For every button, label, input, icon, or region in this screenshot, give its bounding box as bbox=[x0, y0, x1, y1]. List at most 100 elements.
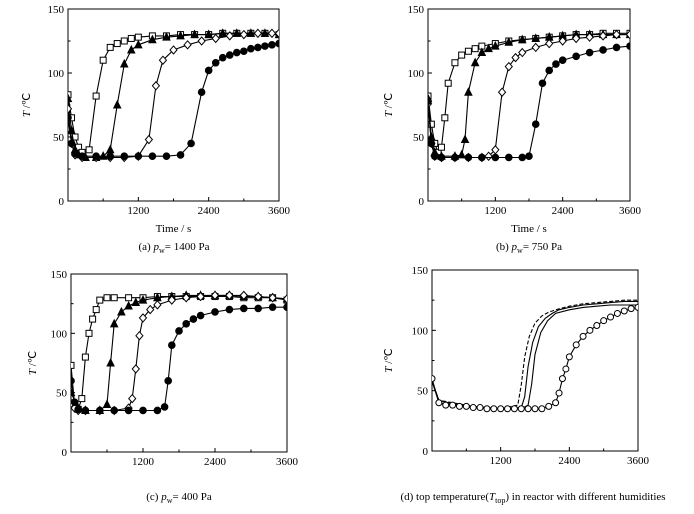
data-point bbox=[225, 290, 234, 301]
y-tick-label: 50 bbox=[53, 132, 65, 144]
data-point bbox=[106, 43, 114, 51]
data-point bbox=[151, 81, 161, 91]
chart-panel-d: 0 50 100 150 1200 2400 3600 T /℃ (d) top tempera… bbox=[383, 265, 666, 505]
data-point bbox=[124, 300, 133, 310]
data-point bbox=[135, 330, 144, 341]
data-point bbox=[71, 398, 79, 406]
data-point bbox=[477, 47, 487, 57]
data-point bbox=[218, 53, 227, 62]
data-point bbox=[233, 48, 241, 57]
data-point bbox=[626, 42, 630, 50]
x-tick-label: 2400 bbox=[552, 205, 575, 217]
data-point bbox=[138, 294, 148, 304]
data-point bbox=[484, 43, 493, 53]
data-point bbox=[146, 304, 155, 315]
data-point bbox=[168, 341, 176, 350]
x-tick-label: 1200 bbox=[484, 205, 507, 217]
x-axis-label: Time / s bbox=[511, 223, 547, 235]
plot-frame bbox=[70, 273, 288, 453]
data-point bbox=[428, 139, 436, 148]
data-point bbox=[538, 79, 547, 88]
data-point bbox=[239, 290, 248, 301]
data-point bbox=[106, 152, 114, 160]
data-point bbox=[491, 41, 500, 50]
data-point bbox=[558, 56, 567, 65]
data-point bbox=[204, 29, 213, 39]
x-tick-label: 1200 bbox=[132, 456, 155, 468]
data-point bbox=[612, 29, 621, 40]
data-point bbox=[160, 403, 169, 411]
data-point bbox=[68, 91, 72, 99]
data-point bbox=[490, 405, 498, 413]
data-point bbox=[428, 92, 432, 100]
data-point bbox=[225, 51, 234, 59]
y-axis-label: T /℃ bbox=[383, 348, 395, 372]
data-point bbox=[225, 31, 234, 41]
data-point bbox=[85, 146, 93, 154]
data-point bbox=[538, 405, 546, 413]
data-point bbox=[457, 149, 466, 159]
data-point bbox=[148, 152, 157, 160]
data-point bbox=[469, 404, 477, 412]
data-point bbox=[464, 47, 472, 55]
data-point bbox=[483, 405, 491, 413]
series-line bbox=[71, 294, 287, 412]
data-point bbox=[144, 134, 154, 145]
data-point bbox=[71, 149, 79, 158]
data-point bbox=[586, 326, 594, 334]
data-point bbox=[71, 377, 75, 385]
panel-caption: (c) pw= 400 Pa bbox=[146, 491, 212, 505]
data-point bbox=[600, 317, 608, 325]
y-tick-label: 150 bbox=[412, 265, 429, 277]
data-point bbox=[71, 361, 75, 369]
data-point bbox=[478, 153, 486, 162]
y-tick-label: 150 bbox=[408, 4, 425, 16]
data-point bbox=[134, 152, 143, 160]
data-point bbox=[92, 306, 100, 314]
data-point bbox=[504, 61, 513, 72]
data-point bbox=[117, 306, 126, 316]
data-point bbox=[449, 401, 457, 409]
data-point bbox=[462, 402, 470, 410]
data-point bbox=[125, 294, 133, 302]
data-point bbox=[441, 114, 449, 122]
series-line bbox=[428, 34, 630, 157]
data-point bbox=[511, 52, 520, 63]
data-point bbox=[196, 291, 205, 302]
data-point bbox=[562, 365, 570, 373]
data-point bbox=[458, 51, 466, 59]
data-point bbox=[240, 304, 248, 313]
data-point bbox=[545, 66, 554, 75]
data-point bbox=[153, 300, 162, 310]
data-point bbox=[531, 120, 540, 128]
x-axis-label: Time / s bbox=[156, 223, 192, 235]
data-point bbox=[558, 36, 567, 46]
data-point bbox=[247, 44, 255, 53]
series-line bbox=[71, 295, 287, 411]
data-point bbox=[571, 33, 581, 44]
data-point bbox=[211, 308, 219, 316]
data-point bbox=[81, 353, 89, 361]
data-point bbox=[148, 34, 157, 44]
data-point bbox=[225, 305, 234, 314]
plot-frame bbox=[431, 269, 639, 452]
data-point bbox=[545, 402, 553, 410]
data-point bbox=[68, 139, 76, 148]
data-point bbox=[218, 28, 228, 37]
data-point bbox=[558, 375, 566, 383]
data-point bbox=[565, 353, 573, 361]
data-point bbox=[164, 377, 172, 385]
data-point bbox=[74, 405, 82, 414]
data-point bbox=[254, 43, 262, 52]
data-point bbox=[451, 153, 459, 162]
data-point bbox=[139, 406, 147, 415]
data-point bbox=[598, 31, 608, 41]
data-point bbox=[444, 79, 452, 87]
data-point bbox=[189, 315, 198, 323]
data-point bbox=[240, 47, 248, 56]
series-4 bbox=[71, 303, 287, 415]
data-point bbox=[106, 357, 115, 367]
plot-frame bbox=[67, 8, 280, 202]
data-point bbox=[464, 87, 473, 96]
